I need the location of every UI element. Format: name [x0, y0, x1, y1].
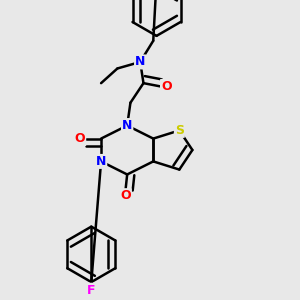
- Text: N: N: [96, 155, 106, 168]
- Text: N: N: [122, 119, 132, 132]
- Text: O: O: [161, 80, 172, 93]
- Text: S: S: [175, 124, 184, 137]
- Text: F: F: [87, 284, 96, 297]
- Text: N: N: [135, 56, 146, 68]
- Text: O: O: [75, 132, 85, 145]
- Text: O: O: [120, 189, 131, 202]
